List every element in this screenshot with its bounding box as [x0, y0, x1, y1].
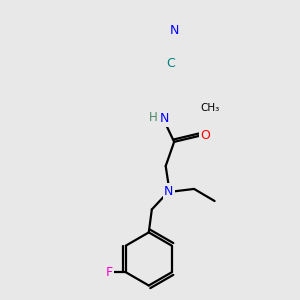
Text: C: C — [166, 57, 175, 70]
Text: N: N — [169, 24, 179, 37]
Text: N: N — [160, 112, 169, 125]
Text: N: N — [164, 185, 173, 198]
Text: CH₃: CH₃ — [201, 103, 220, 113]
Text: O: O — [201, 129, 211, 142]
Text: F: F — [105, 266, 112, 279]
Text: H: H — [149, 111, 158, 124]
